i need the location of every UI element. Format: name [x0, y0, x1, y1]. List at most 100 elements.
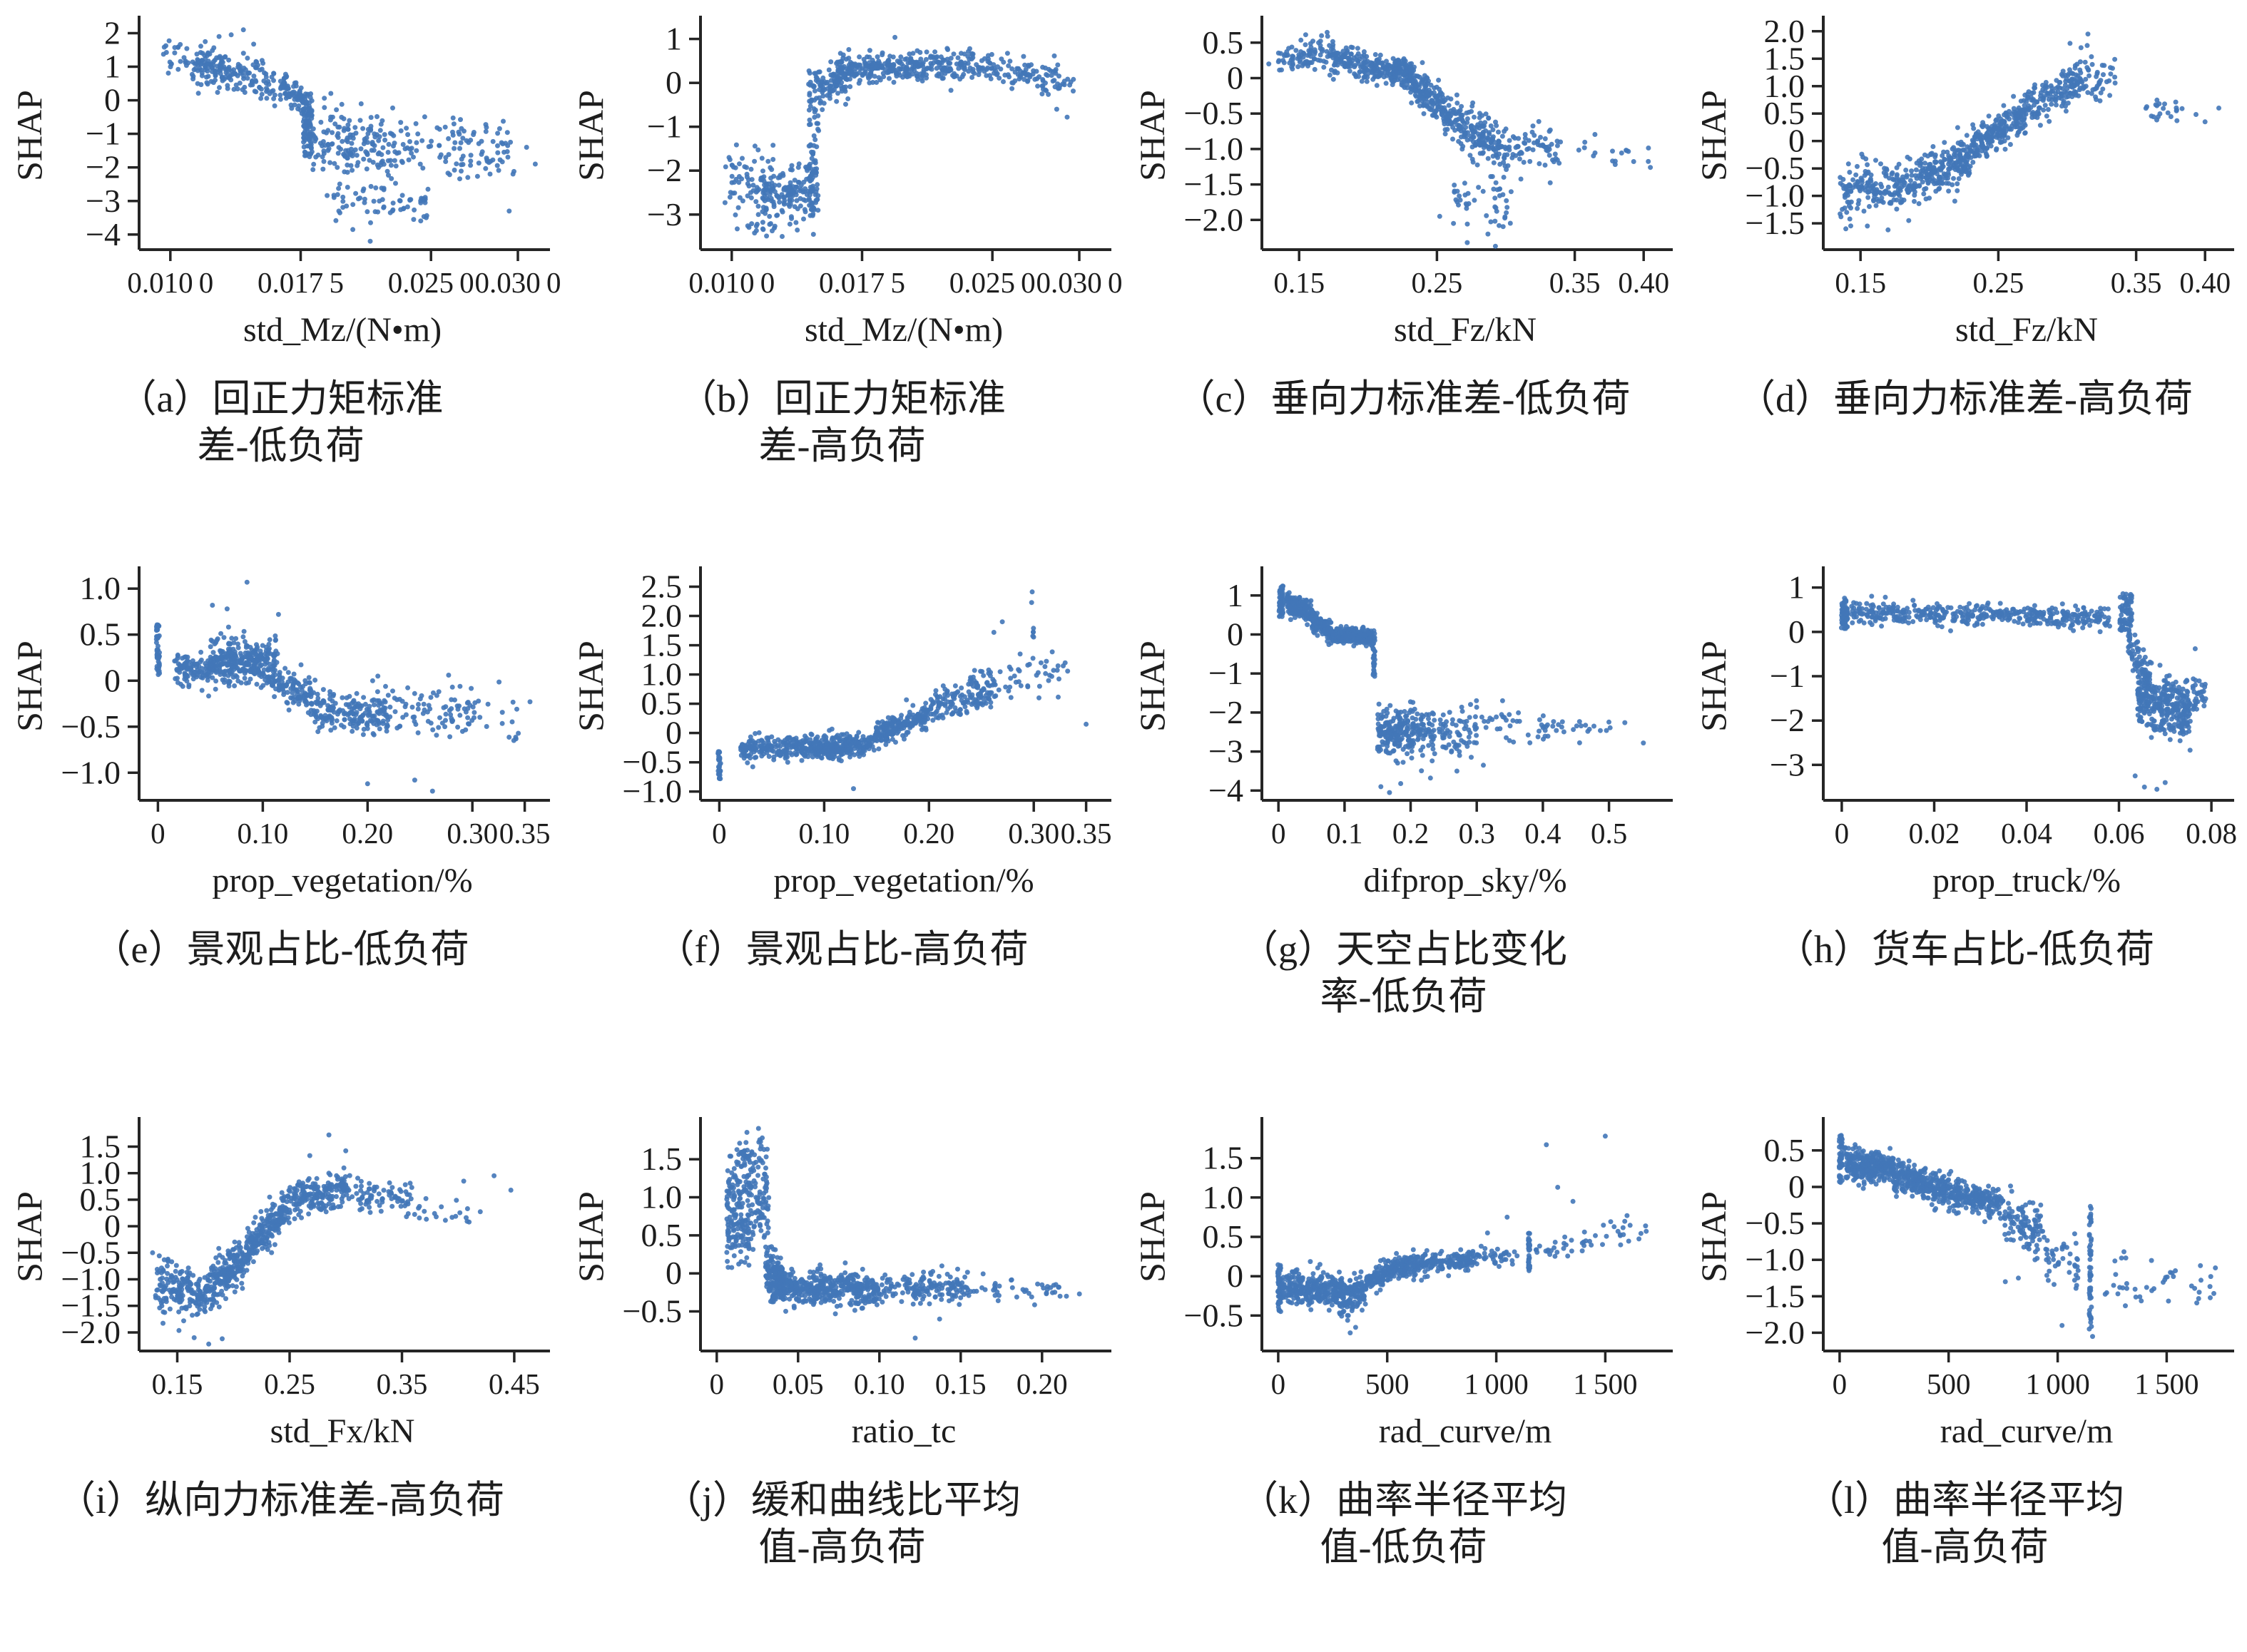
- x-tick-label: 0.10: [238, 817, 289, 850]
- y-tick-label: −3: [86, 183, 121, 219]
- caption-line-1: （l）曲率半径平均: [1805, 1479, 2124, 1521]
- scatter-points: [1836, 1133, 2218, 1340]
- caption-line-1: （j）缓和曲线比平均: [663, 1479, 1021, 1521]
- scatter-chart: 1.51.00.50−0.50 500 1 000 1 500SHAPrad_curv…: [1132, 1117, 1673, 1450]
- x-tick-label: 0.025 0: [388, 266, 474, 299]
- y-tick-label: 0: [104, 1208, 121, 1244]
- subplot-caption: （i）纵向力标准差-高负荷: [57, 1477, 504, 1524]
- caption-line-1: （d）垂向力标准差-高负荷: [1737, 377, 2193, 420]
- x-tick-label: 0.4: [1524, 817, 1561, 850]
- y-tick-label: 1.0: [1203, 1179, 1244, 1215]
- x-tick-label: 500: [1927, 1367, 1971, 1400]
- axes: 1.51.00.50−0.50 0.05 0.10 0.15 0.20: [623, 1117, 1111, 1400]
- subplot-caption: （a）回正力矩标准 差-低负荷: [118, 375, 444, 469]
- axes: 1 0 −1 −2 −3 0 0.02 0.04 0.06 0.08: [1770, 566, 2237, 850]
- axes: 1.51.00.50−0.50 500 1 000 1 500: [1184, 1117, 1673, 1400]
- y-tick-label: 0.5: [641, 685, 683, 722]
- x-tick-label: 0.20: [342, 817, 393, 850]
- y-tick-label: −3: [647, 196, 682, 233]
- x-axis-label: prop_vegetation/%: [212, 862, 472, 899]
- y-tick-label: 0: [666, 64, 682, 101]
- x-tick-label: 0.10: [854, 1367, 905, 1400]
- y-axis-label: SHAP: [1693, 641, 1733, 732]
- x-tick-label: 0.40: [1618, 266, 1669, 299]
- y-tick-label: 0: [1788, 613, 1805, 650]
- y-tick-label: 0.5: [641, 1217, 683, 1253]
- x-tick-label: 0.2: [1392, 817, 1429, 850]
- x-tick-label: 0.25: [1412, 266, 1463, 299]
- scatter-points: [724, 1126, 1082, 1341]
- subplot-caption: （e）景观占比-低负荷: [93, 926, 469, 973]
- x-tick-label: 0.45: [489, 1367, 540, 1400]
- y-tick-label: −2.0: [1746, 1314, 1805, 1350]
- x-tick-label: 0.15: [1835, 266, 1886, 299]
- caption-line-2: 率-低负荷: [1320, 975, 1487, 1018]
- x-tick-label: 0.25: [264, 1367, 315, 1400]
- x-tick-label: 0.025 0: [949, 266, 1036, 299]
- y-tick-label: 1.0: [641, 1179, 683, 1215]
- y-tick-label: −2.0: [1184, 201, 1243, 238]
- y-tick-label: 0: [1788, 123, 1805, 159]
- y-tick-label: −1.0: [1746, 1241, 1805, 1278]
- x-tick-label: 0.02: [1909, 817, 1960, 850]
- scatter-points: [1276, 583, 1646, 795]
- x-tick-label: 0: [1835, 817, 1850, 850]
- subplot-i: 1.5 1.0 0.5 0 −0.5 −1.0 −1.5 −2.0 0.15 0.25 0.35 0.…: [0, 1101, 561, 1652]
- caption-line-1: （f）景观占比-高负荷: [656, 928, 1029, 971]
- y-axis-label: SHAP: [9, 1191, 49, 1283]
- y-axis-label: SHAP: [1132, 641, 1172, 732]
- y-tick-label: −1.5: [1746, 205, 1805, 241]
- axes: 1.51.00.50−0.5−1.0−1.5−2.0 0.15 0.25 0.35 0.…: [61, 1117, 550, 1400]
- y-tick-label: 0: [1788, 1168, 1805, 1205]
- scatter-chart: 1 0 −1 −2 −3 0 0.02 0.04 0.06 0.08 SHAP prop_truck/…: [1693, 566, 2237, 899]
- axes: 2.01.51.00.50−0.5−1.0−1.5 0.15 0.25 0.35 0.4…: [1746, 13, 2234, 299]
- x-tick-label: 0.15: [1273, 266, 1325, 299]
- y-tick-label: −0.5: [1184, 95, 1243, 131]
- y-tick-label: 2: [104, 15, 121, 51]
- x-axis-label: std_Mz/(N•m): [243, 311, 442, 349]
- y-axis-label: SHAP: [571, 641, 611, 732]
- x-tick-label: 0.06: [2094, 817, 2145, 850]
- x-tick-label: 1 000: [2025, 1367, 2089, 1400]
- x-tick-label: 0.35: [499, 817, 551, 850]
- y-tick-label: 2.5: [641, 568, 683, 605]
- axes: 1.0 0.5 0 −0.5 −1.0 0 0.10 0.20 0.30 0.35: [61, 566, 551, 850]
- subplot-caption: （j）缓和曲线比平均 值-高负荷: [663, 1477, 1021, 1571]
- x-tick-label: 0.010 0: [688, 266, 775, 299]
- subplot-l: 0.5 0 −0.5 −1.0 −1.5 −2.0 0 500 1 000 1 500 SHAP ra…: [1684, 1101, 2246, 1652]
- caption-line-1: （e）景观占比-低负荷: [92, 928, 469, 971]
- y-axis-label: SHAP: [9, 641, 49, 732]
- x-tick-label: 0.030 0: [1036, 266, 1123, 299]
- axes: 0.50−0.5−1.0−1.5−2.00 500 1 000 1 500: [1746, 1117, 2234, 1400]
- caption-line-2: 值-高负荷: [758, 1526, 926, 1569]
- caption-line-2: 值-低负荷: [1320, 1526, 1487, 1569]
- subplot-a: 2 1 0 −1 −2 −3 −4 0.010 0 0.017 5 0.025 0 0.030 0 S…: [0, 0, 561, 551]
- x-tick-label: 0.35: [1549, 266, 1601, 299]
- y-tick-label: −1: [1770, 658, 1805, 694]
- caption-line-1: （b）回正力矩标准: [678, 377, 1006, 420]
- scatter-chart: 1.51.00.50−0.5−1.0−1.5−2.0 0.15 0.25 0.35 0.…: [9, 1117, 550, 1450]
- axes: 1 0 −1 −2 −30.010 0 0.017 5 0.025 0 0.030 0: [647, 16, 1122, 299]
- y-tick-label: 0: [666, 1255, 682, 1291]
- scatter-points: [722, 34, 1076, 239]
- x-axis-label: std_Fx/kN: [270, 1412, 415, 1450]
- caption-line-1: （a）回正力矩标准: [118, 377, 444, 420]
- y-tick-label: 0: [1227, 1258, 1243, 1294]
- caption-line-1: （c）垂向力标准差-低负荷: [1176, 377, 1631, 420]
- subplot-b: 1 0 −1 −2 −3 0.010 0 0.017 5 0.025 0 0.030 0 SHAP…: [561, 0, 1123, 551]
- scatter-chart: 1.51.00.50−0.50 0.05 0.10 0.15 0.20SHAPratio…: [571, 1117, 1111, 1450]
- x-tick-label: 0.40: [2179, 266, 2231, 299]
- y-tick-label: −1.5: [61, 1288, 121, 1324]
- y-tick-label: −1.0: [61, 1261, 121, 1297]
- y-tick-label: −2: [1770, 702, 1805, 738]
- x-tick-label: 0: [710, 1367, 725, 1400]
- subplot-caption: （k）曲率半径平均 值-低负荷: [1240, 1477, 1567, 1571]
- x-axis-label: rad_curve/m: [1379, 1412, 1552, 1450]
- subplot-caption: （l）曲率半径平均 值-高负荷: [1805, 1477, 2124, 1571]
- x-tick-label: 0.3: [1459, 817, 1495, 850]
- caption-line-2: 差-高负荷: [758, 424, 926, 467]
- x-tick-label: 0.15: [935, 1367, 987, 1400]
- caption-line-2: 差-低负荷: [197, 424, 365, 467]
